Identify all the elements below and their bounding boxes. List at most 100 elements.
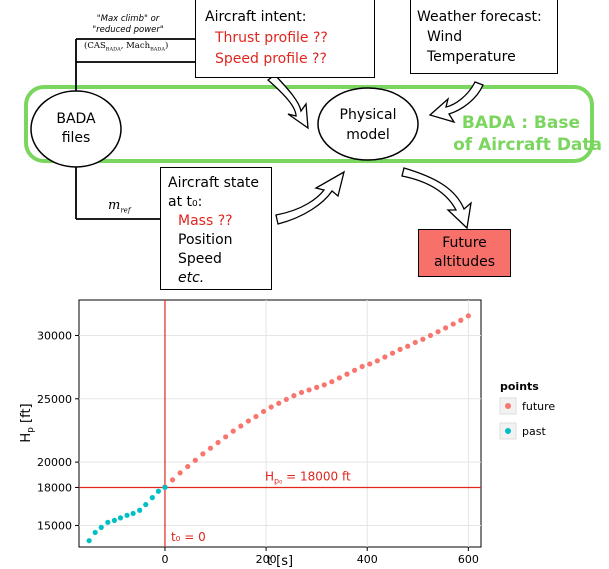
physical-model-line2: model <box>346 127 390 143</box>
cas-text: (CAS <box>84 41 106 51</box>
x-tick-label: 600 <box>458 553 479 566</box>
legend-title: points <box>500 380 539 393</box>
aircraft-state-box: Aircraft state at t₀: Mass ?? Position S… <box>160 167 272 290</box>
y-tick-label: 30000 <box>37 329 72 342</box>
state-position: Position <box>178 232 233 248</box>
legend-label-past: past <box>522 425 546 438</box>
weather-temperature: Temperature <box>427 49 516 65</box>
y-label-unit: [ft] <box>19 403 34 427</box>
point-future <box>200 451 206 457</box>
vline-label: t₀ = 0 <box>171 530 206 544</box>
state-etc: etc. <box>178 270 205 286</box>
point-future <box>405 343 411 349</box>
point-past <box>130 510 136 517</box>
bada-files-line2: files <box>61 130 91 146</box>
point-past <box>143 501 149 508</box>
point-past <box>105 519 111 525</box>
y-axis: 15000 18000 20000 25000 30000 <box>37 329 79 532</box>
physical-model-label: Physical model <box>318 105 418 145</box>
point-future <box>245 418 251 424</box>
physical-model-line1: Physical <box>339 107 397 123</box>
point-past <box>162 484 168 491</box>
hline-label: Hp₀ = 18000 ft <box>265 469 351 485</box>
future-line2: altitudes <box>433 254 495 270</box>
weather-wind: Wind <box>427 29 463 45</box>
curved-arrow-intent <box>266 74 309 130</box>
point-future <box>412 339 418 346</box>
y-label-sub: p <box>26 427 36 433</box>
y-label-main: H <box>19 433 34 443</box>
curved-arrow-state <box>275 170 346 225</box>
curved-arrow-output <box>401 167 472 230</box>
point-future <box>329 379 335 385</box>
point-future <box>169 477 176 483</box>
point-past <box>155 488 161 494</box>
physical-model-ellipse <box>317 87 419 161</box>
state-title-1: Aircraft state <box>168 175 260 191</box>
point-past <box>124 512 130 518</box>
point-future <box>443 325 449 331</box>
point-future <box>336 375 343 381</box>
m-ref-text: m <box>108 198 121 213</box>
x-axis-label: t [s] <box>267 554 293 569</box>
cas-sub2: BADA <box>150 46 166 53</box>
point-future <box>367 361 373 367</box>
point-future <box>351 367 358 373</box>
point-future <box>177 470 183 476</box>
point-future <box>321 382 327 388</box>
point-future <box>260 408 267 415</box>
reference-lines: t₀ = 0 Hp₀ = 18000 ft <box>79 300 481 547</box>
intent-title: Aircraft intent: <box>205 9 307 25</box>
bada-definition-line1: BADA : Base <box>461 113 580 133</box>
point-future <box>253 413 259 420</box>
point-future <box>465 313 471 319</box>
point-future <box>223 434 229 440</box>
point-past <box>117 515 124 521</box>
point-future <box>268 404 274 410</box>
legend-dot-future <box>505 403 511 409</box>
point-future <box>359 363 365 370</box>
point-future <box>238 423 244 429</box>
x-tick-label: 400 <box>357 553 378 566</box>
point-future <box>435 329 441 335</box>
bada-files-line1: BADA <box>56 111 96 127</box>
point-future <box>298 389 305 396</box>
state-title-2: at t₀: <box>168 194 203 210</box>
diagram-arrows <box>24 35 594 230</box>
point-past <box>86 538 92 544</box>
bada-files-ellipse <box>30 90 122 168</box>
point-future <box>458 317 464 323</box>
cas-end: ) <box>165 41 169 51</box>
cas-label: (CASBADA, MachBADA) <box>84 41 168 53</box>
state-speed: Speed <box>178 251 222 267</box>
point-future <box>215 439 221 446</box>
power-label-line2: "reduced power" <box>92 25 164 35</box>
point-future <box>397 346 403 352</box>
intent-thrust: Thrust profile ?? <box>215 30 328 46</box>
point-future <box>344 371 350 377</box>
legend: points future past <box>499 380 555 440</box>
curved-arrow-weather <box>428 81 484 124</box>
point-future <box>314 384 320 390</box>
bada-files-label: BADA files <box>36 110 116 148</box>
weather-forecast-box: Weather forecast: Wind Temperature <box>410 0 558 74</box>
m-ref-label: mref <box>108 198 130 215</box>
point-future <box>185 463 191 470</box>
point-future <box>389 350 396 356</box>
data-points <box>86 313 471 544</box>
legend-item-past: past <box>499 422 546 440</box>
point-future <box>207 445 214 451</box>
y-tick-label: 20000 <box>37 456 72 469</box>
point-future <box>306 387 312 393</box>
point-past <box>149 495 155 501</box>
legend-label-future: future <box>522 400 555 413</box>
legend-dot-past <box>505 428 511 434</box>
power-label-line1: "Max climb" or <box>96 14 160 24</box>
point-future <box>192 457 198 463</box>
cas-sub: BADA <box>105 46 121 53</box>
point-past <box>98 524 104 530</box>
power-label: "Max climb" or "reduced power" <box>88 14 168 36</box>
future-altitudes-box: Future altitudes <box>418 229 511 277</box>
point-future <box>276 400 282 406</box>
x-tick-label: 200 <box>256 553 277 566</box>
